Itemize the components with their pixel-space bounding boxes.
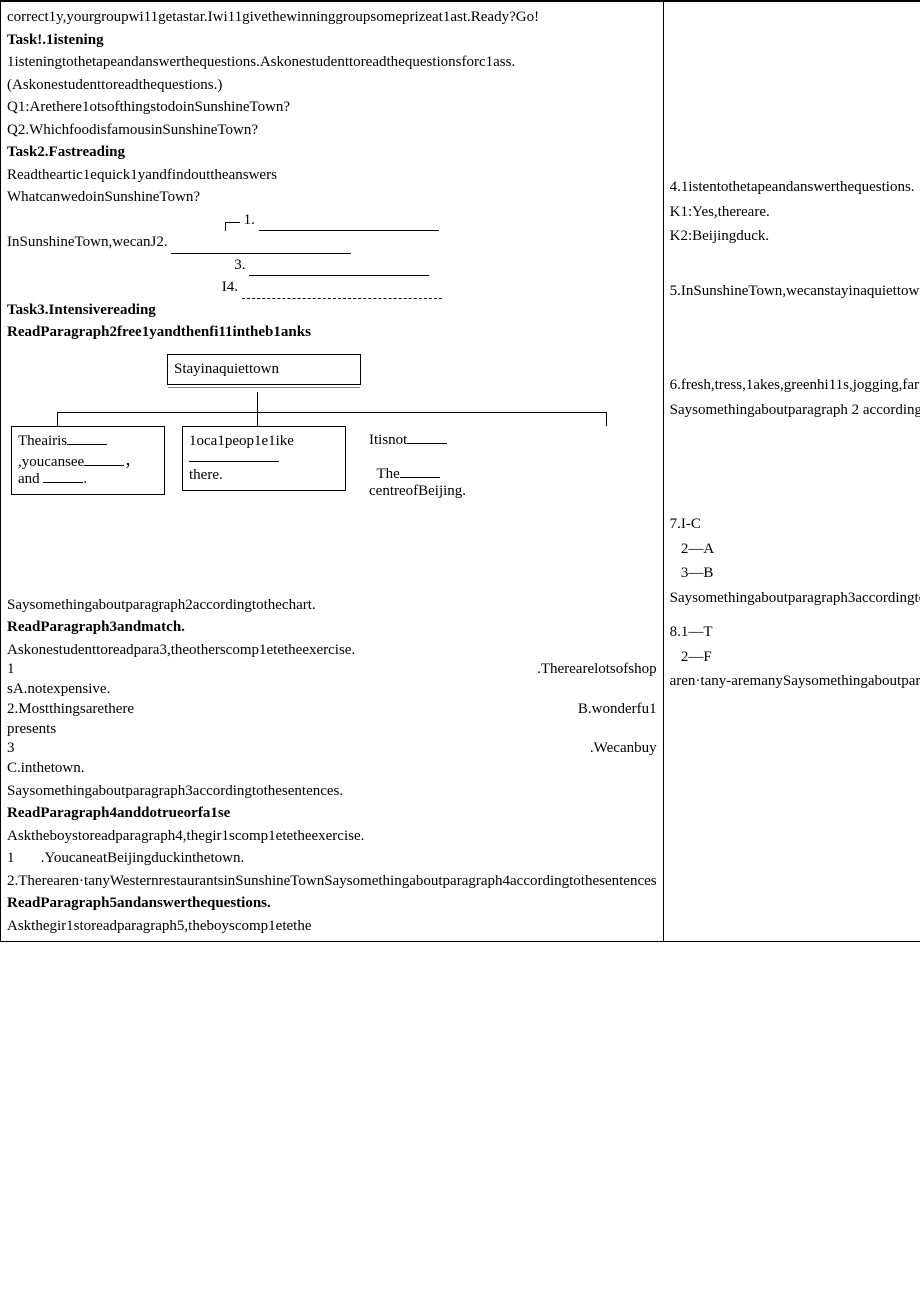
blank-4-label: I4.	[222, 279, 238, 295]
task2-heading: Task2.Fastreading	[7, 141, 657, 164]
chart-connector-left	[57, 412, 58, 426]
blank-1-line	[259, 214, 439, 232]
col2-gap-3	[670, 304, 920, 374]
q2: Q2.WhichfoodisfamousinSunshineTown?	[7, 119, 657, 142]
ans-8c: aren·tany-aremanySaysomethingaboutparagr…	[670, 670, 920, 693]
p5-heading: ReadParagraph5andanswerthequestions.	[7, 892, 657, 915]
blank-4-line	[242, 281, 442, 299]
blank-row-4: I4.	[7, 276, 657, 299]
chart-top-text: Stayinaquiettown	[174, 361, 279, 377]
ans-5: 5.InSunshineTown,wecanstayinaquiettown;g…	[670, 280, 920, 303]
p4-intro: Asktheboystoreadparagraph4,thegir1scomp1…	[7, 825, 657, 848]
cb3-blank-1	[407, 443, 447, 444]
ans-7: 7.I-C	[670, 513, 920, 536]
chart-box-1: Theairis,youcansee，and .	[11, 426, 165, 495]
page: correct1y,yourgroupwi11getastar.Iwi11giv…	[0, 0, 920, 942]
col2-gap-5	[670, 611, 920, 621]
blank-row-3: 3.	[7, 254, 657, 277]
ans-7b: 2—A	[670, 538, 920, 561]
cb1-blank-1	[67, 444, 107, 445]
p5-intro: Askthegir1storeadparagraph5,theboyscomp1…	[7, 915, 657, 938]
column-1: correct1y,yourgroupwi11getastar.Iwi11giv…	[1, 2, 664, 941]
m3-right: .Wecanbuy	[590, 740, 657, 757]
intro-text: correct1y,yourgroupwi11getastar.Iwi11giv…	[7, 6, 657, 29]
blank-3-label: 3.	[234, 257, 245, 273]
cb1-a: Theairis	[18, 433, 67, 449]
cb2-b: there.	[189, 467, 223, 483]
cb3-b: The	[377, 466, 400, 482]
col2-gap-1	[670, 6, 920, 106]
ans-6b: Saysomethingaboutparagraph 2 accordingto…	[670, 399, 920, 422]
blank-3-line	[249, 259, 429, 277]
chart-connector-bar	[57, 412, 607, 413]
cb1-blank-2	[84, 465, 124, 466]
chart-connector-right	[606, 412, 607, 426]
ans-7d: Saysomethingaboutparagraph3accordingtoth…	[670, 587, 920, 610]
main-table: correct1y,yourgroupwi11getastar.Iwi11giv…	[0, 2, 920, 941]
cb3-a: Itisnot	[369, 432, 407, 448]
task3-heading: Task3.Intensivereading	[7, 299, 657, 322]
cb1-b: ,youcansee	[18, 454, 84, 470]
blank-1-label: 1.	[244, 212, 255, 228]
chart-connector-mid	[257, 392, 258, 426]
m2-left: 2.Mostthingsarethere	[7, 701, 134, 718]
blank-row-1: 1.	[7, 209, 657, 232]
spacer	[7, 554, 657, 594]
col2-gap-1b	[670, 106, 920, 176]
p3-intro: Askonestudenttoreadpara3,theotherscomp1e…	[7, 639, 657, 662]
p4-heading: ReadParagraph4anddotrueorfa1se	[7, 802, 657, 825]
column-2: 4.1istentothetapeandanswerthequestions. …	[663, 2, 920, 941]
chart-box-2: 1oca1peop1e1ike there.	[182, 426, 346, 491]
ans-k1: K1:Yes,thereare.	[670, 201, 920, 224]
m3-left: 3	[7, 740, 15, 757]
blank-2-line	[171, 236, 351, 254]
ans-4: 4.1istentothetapeandanswerthequestions.	[670, 176, 920, 199]
cb1-blank-3	[43, 482, 83, 483]
task1-text: 1isteningtothetapeandanswerthequestions.…	[7, 51, 657, 96]
blank-2-prefix: InSunshineTown,wecanJ2.	[7, 234, 168, 250]
match-row-1: 1 .Therearelotsofshop	[7, 661, 657, 678]
ans-8b: 2—F	[670, 646, 920, 669]
cb3-blank-2	[400, 477, 440, 478]
say-para2: Saysomethingaboutparagraph2accordingtoth…	[7, 594, 657, 617]
cb3-c: centreofBeijing.	[369, 483, 466, 499]
cb2-a: 1oca1peop1e1ike	[189, 433, 294, 449]
ans-7c: 3—B	[670, 562, 920, 585]
task3-sub: ReadParagraph2free1yandthenfi11intheb1an…	[7, 321, 657, 344]
ans-k2: K2:Beijingduck.	[670, 225, 920, 248]
m2-right: B.wonderfu1	[578, 701, 657, 718]
chart-box-3: Itisnot ThecentreofBeijing.	[367, 426, 501, 506]
q1: Q1:Arethere1otsofthingstodoinSunshineTow…	[7, 96, 657, 119]
match-row-3: 3 .Wecanbuy	[7, 740, 657, 757]
chart-top-box: Stayinaquiettown	[167, 354, 361, 385]
task2-line1: Readtheartic1equick1yandfindouttheanswer…	[7, 164, 657, 187]
task1-heading: Task!.1istening	[7, 29, 657, 52]
ans-8: 8.1—T	[670, 621, 920, 644]
m3-b: C.inthetown.	[7, 757, 657, 780]
blank-row-2: InSunshineTown,wecanJ2.	[7, 231, 657, 254]
ans-6: 6.fresh,tress,1akes,greenhi11s,jogging,f…	[670, 374, 920, 397]
match-row-2: 2.Mostthingsarethere B.wonderfu1	[7, 701, 657, 718]
p4-item-2: 2.Therearen·tanyWesternrestaurantsinSuns…	[7, 870, 657, 893]
p3-heading: ReadParagraph3andmatch.	[7, 616, 657, 639]
m1-b: sA.notexpensive.	[7, 678, 657, 701]
col2-gap-4	[670, 423, 920, 513]
say-para3: Saysomethingaboutparagraph3accordingtoth…	[7, 780, 657, 803]
p4-item-1: 1 .YoucaneatBeijingduckinthetown.	[7, 847, 657, 870]
m2-b: presents	[7, 718, 657, 741]
m1-left: 1	[7, 661, 15, 678]
task2-line2: WhatcanwedoinSunshineTown?	[7, 186, 657, 209]
chart: Stayinaquiettown Theairis,youcansee，and …	[7, 354, 657, 544]
cb2-blank	[189, 461, 279, 462]
m1-right: .Therearelotsofshop	[537, 661, 657, 678]
col2-gap-2	[670, 250, 920, 280]
bracket-icon	[225, 222, 240, 231]
